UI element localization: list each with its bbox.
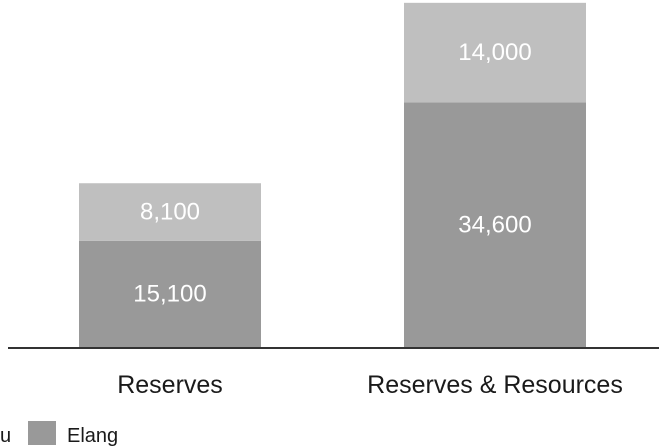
bar-value-label: 15,100 xyxy=(133,281,206,308)
bars-group: 15,100 8,100 34,600 14,000 xyxy=(79,3,586,348)
category-label: Reserves & Resources xyxy=(367,371,623,399)
legend-swatch-elang xyxy=(28,421,56,445)
bar-value-label: 34,600 xyxy=(458,211,531,238)
category-labels: Reserves Reserves & Resources xyxy=(117,371,623,399)
bar-value-label: 14,000 xyxy=(458,39,531,66)
legend: u Elang xyxy=(0,421,118,447)
legend-label-elang: Elang xyxy=(67,425,118,447)
category-label: Reserves xyxy=(117,371,223,399)
bar-value-label: 8,100 xyxy=(140,198,200,225)
legend-clipped-label: u xyxy=(0,425,11,447)
